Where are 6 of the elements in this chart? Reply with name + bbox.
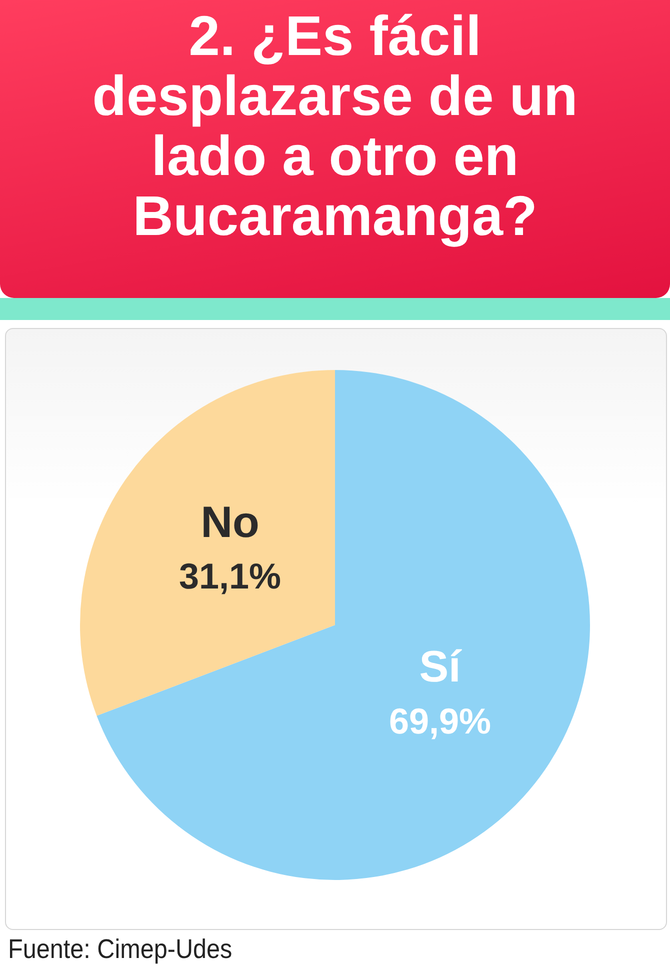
chart-title: 2. ¿Es fácil desplazarse de un lado a otro en Bucaramanga? [0, 0, 670, 298]
data-label: 31,1% [178, 556, 282, 597]
data-label: 69,9% [388, 700, 492, 742]
slice-label: No [200, 498, 260, 547]
source-note: Fuente: Cimep-Udes [8, 934, 232, 965]
slice-label: Sí [419, 642, 463, 692]
